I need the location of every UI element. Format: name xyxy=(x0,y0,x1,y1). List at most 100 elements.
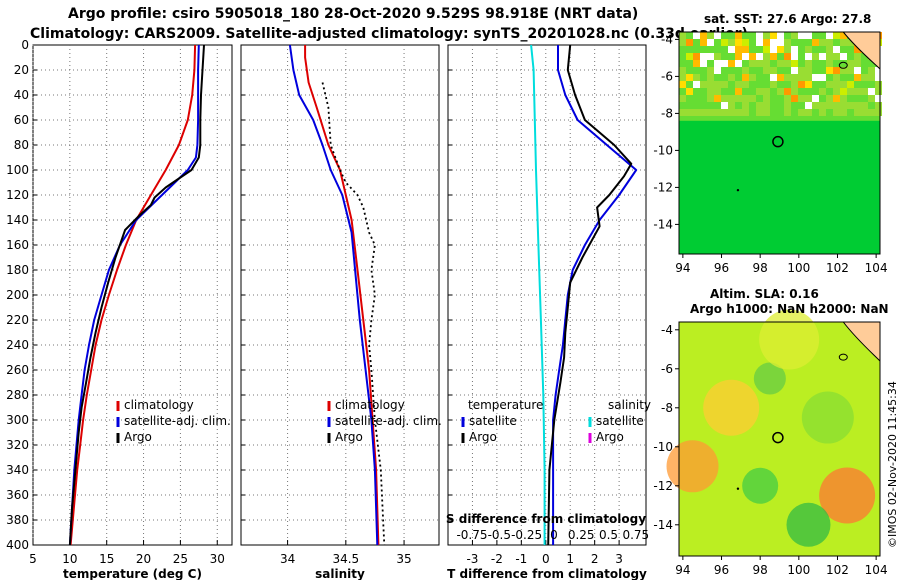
sst-map-pixel xyxy=(686,88,693,95)
sst-map-pixel xyxy=(840,39,847,46)
depth-tick-label: 340 xyxy=(6,463,29,477)
sla-map-ytick-label: -8 xyxy=(661,401,673,415)
sst-map-pixel xyxy=(791,60,798,67)
sst-map-pixel xyxy=(805,32,812,39)
sst-map-pixel xyxy=(868,74,875,81)
sst-map-pixel xyxy=(693,60,700,67)
sst-map-pixel xyxy=(749,53,756,60)
sst-map-pixel xyxy=(693,74,700,81)
sst-map-pixel xyxy=(819,102,826,109)
depth-tick-label: 260 xyxy=(6,363,29,377)
sst-map-pixel xyxy=(770,81,777,88)
sst-map-pixel xyxy=(770,67,777,74)
sst-map-pixel xyxy=(707,88,714,95)
temperature-series-0 xyxy=(69,44,197,546)
salinity-xtick-label: 34 xyxy=(280,552,295,566)
sst-map-pixel xyxy=(693,53,700,60)
sst-map-pixel xyxy=(700,60,707,67)
sla-map-island xyxy=(838,353,848,361)
sst-map-pixel xyxy=(728,60,735,67)
sst-map-pixel xyxy=(714,53,721,60)
difference-xlabel: T difference from climatology xyxy=(447,567,647,580)
sst-map-pixel xyxy=(847,67,854,74)
diff-legend-label: satellite xyxy=(596,414,644,428)
sst-map-pixel xyxy=(826,81,833,88)
sst-map-pixel xyxy=(707,53,714,60)
sst-map-pixel xyxy=(812,74,819,81)
sst-map-pixel xyxy=(763,39,770,46)
sst-map-pixel xyxy=(833,74,840,81)
sst-map-pixel xyxy=(735,109,742,116)
sst-map-pixel xyxy=(784,74,791,81)
sla-map-ytick-label: -4 xyxy=(661,323,673,337)
sst-map-pixel xyxy=(721,39,728,46)
sla-map-blob xyxy=(753,362,786,395)
difference-xtick-label: -1 xyxy=(515,552,527,566)
sst-map-pixel xyxy=(728,46,735,53)
sst-map-pixel xyxy=(840,81,847,88)
difference-xtick-label: 1 xyxy=(566,552,574,566)
sst-map-field xyxy=(679,31,882,254)
sst-map-pixel xyxy=(714,88,721,95)
sst-map-island xyxy=(838,61,848,69)
temp-legend-label: satellite-adj. clim. xyxy=(124,414,231,428)
sst-map-pixel xyxy=(714,32,721,39)
diff-legend-label: Argo xyxy=(596,430,624,444)
sla-map-frame xyxy=(678,321,881,557)
sst-map-pixel xyxy=(735,60,742,67)
diff-top-tick-label: 0.25 xyxy=(568,528,595,542)
difference-series-1 xyxy=(547,44,633,546)
sst-map-pixel xyxy=(854,102,861,109)
sst-map-pixel xyxy=(728,39,735,46)
sst-map-pixel xyxy=(707,95,714,102)
sla-map-subtitle: Argo h1000: NaN h2000: NaN xyxy=(690,302,889,316)
sla-map-ytick-label: -10 xyxy=(653,440,673,454)
sla-map-blob xyxy=(666,440,719,493)
sst-map-pixel xyxy=(847,81,854,88)
sst-map-pixel xyxy=(742,109,749,116)
temperature-xtick-label: 30 xyxy=(210,552,225,566)
header-line-1: Argo profile: csiro 5905018_180 28-Oct-2… xyxy=(68,6,639,22)
sst-map-xtick-label: 102 xyxy=(826,261,849,275)
sal-legend-label: Argo xyxy=(335,430,363,444)
salinity-series-0 xyxy=(304,45,380,546)
sst-map-pixel xyxy=(728,74,735,81)
sst-map-pixel xyxy=(721,102,728,109)
difference-xtick-label: 3 xyxy=(615,552,623,566)
sst-map-pixel xyxy=(679,39,686,46)
depth-tick-label: 0 xyxy=(21,38,29,52)
sst-map-pixel xyxy=(840,109,847,116)
sst-map-pixel xyxy=(679,81,686,88)
sst-map-pixel xyxy=(777,88,784,95)
sst-map-pixel xyxy=(693,81,700,88)
sst-map-pixel xyxy=(819,74,826,81)
sst-map-pixel xyxy=(735,81,742,88)
sst-map-xtick-label: 100 xyxy=(787,261,810,275)
diff-top-tick-label: 0.5 xyxy=(599,528,618,542)
sst-map-pixel xyxy=(714,67,721,74)
depth-tick-label: 40 xyxy=(14,88,29,102)
sst-map-pixel xyxy=(735,39,742,46)
sst-map-frame xyxy=(678,31,881,255)
salinity-xlabel: salinity xyxy=(315,567,365,580)
sst-map-pixel xyxy=(826,53,833,60)
sst-map-pixel xyxy=(728,109,735,116)
sst-map-pixel xyxy=(721,95,728,102)
depth-tick-label: 20 xyxy=(14,63,29,77)
diff-top-tick-label: -0.25 xyxy=(511,528,542,542)
sla-map-xtick-label: 104 xyxy=(865,563,888,577)
diff-legend-label: satellite xyxy=(469,414,517,428)
sst-map-pixel xyxy=(700,39,707,46)
sla-map-blob xyxy=(742,467,779,504)
sst-map-pixel xyxy=(770,46,777,53)
sst-map-pixel xyxy=(777,46,784,53)
sst-map-pixel xyxy=(700,32,707,39)
sst-map-pixel xyxy=(763,60,770,67)
sst-map-pixel xyxy=(854,88,861,95)
sst-map-pixel xyxy=(791,67,798,74)
temperature-xtick-label: 20 xyxy=(136,552,151,566)
sla-map-cocos-island xyxy=(736,487,740,490)
sst-map-pixel xyxy=(756,109,763,116)
sst-map-pixel xyxy=(826,102,833,109)
sst-map-pixel xyxy=(798,81,805,88)
